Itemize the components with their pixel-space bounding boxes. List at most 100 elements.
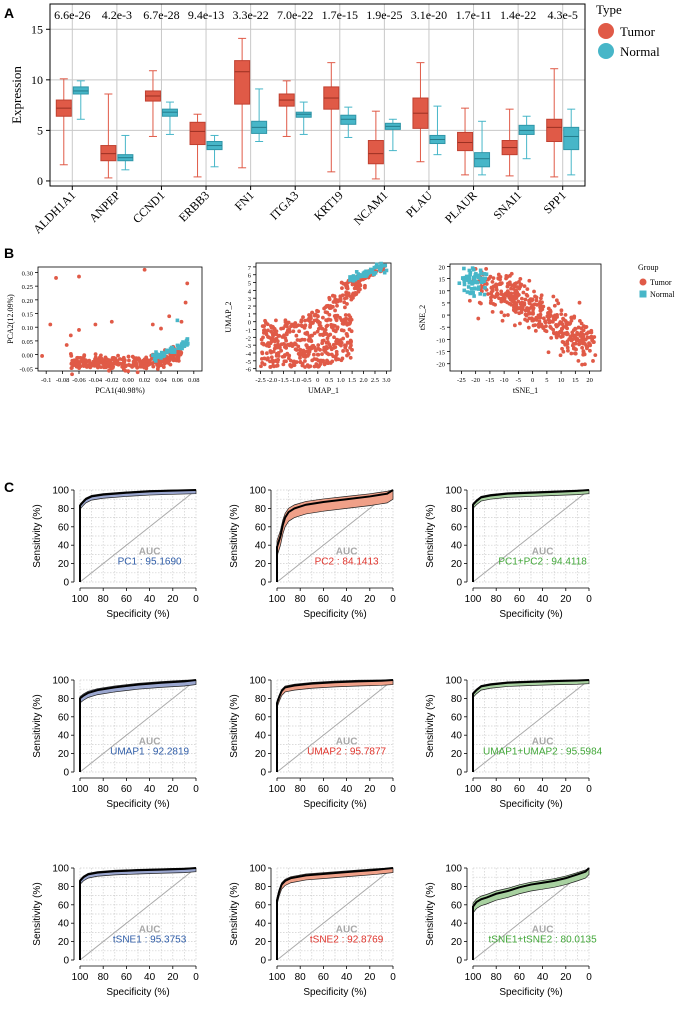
tumor-point: [498, 277, 502, 282]
box-ytick-label: 5: [37, 123, 43, 137]
roc-ytick-label: 100: [249, 864, 266, 875]
tumor-point: [500, 296, 504, 301]
roc-ylabel: Sensitivity (%): [32, 694, 43, 757]
normal-point: [462, 288, 467, 293]
tumor-point: [312, 313, 317, 318]
tumor-point: [282, 354, 287, 359]
tumor-point: [512, 291, 517, 296]
normal-point: [471, 290, 475, 295]
roc-ytick-label: 0: [260, 956, 266, 967]
tumor-point: [283, 323, 288, 328]
normal-point: [151, 353, 156, 358]
roc-confidence-band: [79, 489, 197, 582]
scatter-xtick-label: 5: [545, 377, 548, 384]
roc-ytick-label: 60: [255, 900, 267, 911]
tumor-point: [104, 363, 109, 368]
roc-confidence-band: [276, 867, 394, 960]
tumor-point: [272, 327, 277, 331]
roc-ytick-label: 80: [255, 694, 267, 705]
tumor-point: [547, 320, 552, 325]
tumor-point: [570, 330, 575, 335]
tumor-point: [509, 291, 514, 296]
tumor-point: [509, 302, 514, 307]
tumor-point: [77, 328, 81, 332]
tumor-point: [533, 294, 537, 299]
tumor-point: [345, 284, 350, 289]
normal-point: [175, 343, 180, 348]
scatter-ytick-label: 3: [248, 296, 251, 303]
roc-ytick-label: 80: [451, 504, 463, 515]
scatter-xtick-label: -0.1: [41, 377, 51, 384]
tumor-point: [264, 343, 269, 348]
tumor-point: [126, 369, 131, 374]
tumor-point: [467, 298, 472, 303]
normal-point: [479, 271, 483, 276]
roc-confidence-band: [472, 867, 590, 960]
roc-xtick-label: 80: [491, 594, 503, 605]
roc-ytick-label: 0: [260, 768, 266, 779]
roc-xlabel: Specificity (%): [106, 609, 169, 620]
tumor-point: [275, 360, 280, 364]
tumor-point: [274, 354, 279, 358]
roc-ytick-label: 60: [255, 522, 267, 533]
box-body: [518, 124, 535, 135]
tumor-point: [301, 315, 305, 319]
roc-ytick-label: 100: [52, 676, 69, 687]
tumor-point: [514, 281, 519, 286]
scatter-ytick-label: 0.25: [22, 284, 33, 291]
roc-xtick-label: 20: [167, 594, 179, 605]
tumor-point: [334, 349, 339, 354]
tumor-point: [531, 310, 535, 315]
tumor-point: [558, 353, 563, 358]
roc-xtick-label: 80: [295, 972, 307, 983]
tumor-point: [126, 363, 131, 367]
tumor-point: [506, 290, 511, 295]
scatter-ytick-label: 1: [248, 312, 251, 319]
roc-ytick-label: 20: [58, 749, 70, 760]
tumor-point: [559, 308, 564, 313]
tumor-point: [98, 353, 103, 358]
tumor-point: [127, 358, 131, 363]
roc-xtick-label: 40: [537, 972, 549, 983]
tumor-point: [489, 295, 493, 300]
normal-point: [348, 278, 352, 282]
tumor-point: [592, 335, 597, 339]
tumor-point: [520, 301, 524, 305]
normal-point: [162, 353, 167, 358]
tumor-point: [176, 352, 181, 357]
roc-ytick-label: 0: [63, 578, 69, 589]
tumor-point: [537, 319, 542, 324]
normal-point: [476, 287, 481, 291]
tumor-point: [272, 331, 277, 336]
tumor-point: [135, 370, 140, 375]
scatter-ytick-label: 0: [248, 320, 251, 327]
tumor-point: [303, 365, 307, 369]
tumor-point: [515, 285, 520, 289]
box-category-label: ITGA3: [267, 188, 301, 222]
tumor-point: [150, 361, 155, 366]
box-category-label: PLAUR: [442, 188, 480, 226]
tumor-point: [142, 267, 147, 272]
scatter-xtick-label: -0.5: [301, 377, 311, 384]
tumor-point: [68, 351, 73, 356]
roc-diagonal: [472, 679, 590, 773]
roc-xtick-label: 0: [390, 972, 396, 983]
normal-point: [165, 350, 169, 355]
scatter-ytick-label: 0.30: [22, 270, 33, 277]
tumor-point: [551, 294, 556, 299]
tumor-point: [123, 368, 128, 373]
tumor-point: [279, 342, 284, 347]
tumor-point: [554, 331, 559, 335]
roc-plot-tsne1: 0 0 20 20 40 40 60 60 80 80 100 100 Specificity (%) S…: [32, 864, 199, 999]
box-tumor: [55, 78, 72, 166]
normal-point: [457, 281, 462, 286]
panel-c: 0 0 20 20 40 40 60 60 80 80 100 100 Specificity (%) S…: [32, 486, 603, 999]
panel-b: -0.1 -0.08 -0.06 -0.04 -0.02 0.00 0.02 0.04 0.06…: [6, 261, 675, 395]
roc-ytick-label: 60: [255, 712, 267, 723]
roc-xtick-label: 0: [193, 784, 199, 795]
box-normal: [251, 88, 268, 143]
tumor-point: [91, 363, 96, 368]
tumor-point: [178, 349, 183, 354]
box-category-label: ALDH1A1: [30, 188, 78, 236]
roc-xtick-label: 100: [465, 784, 482, 795]
